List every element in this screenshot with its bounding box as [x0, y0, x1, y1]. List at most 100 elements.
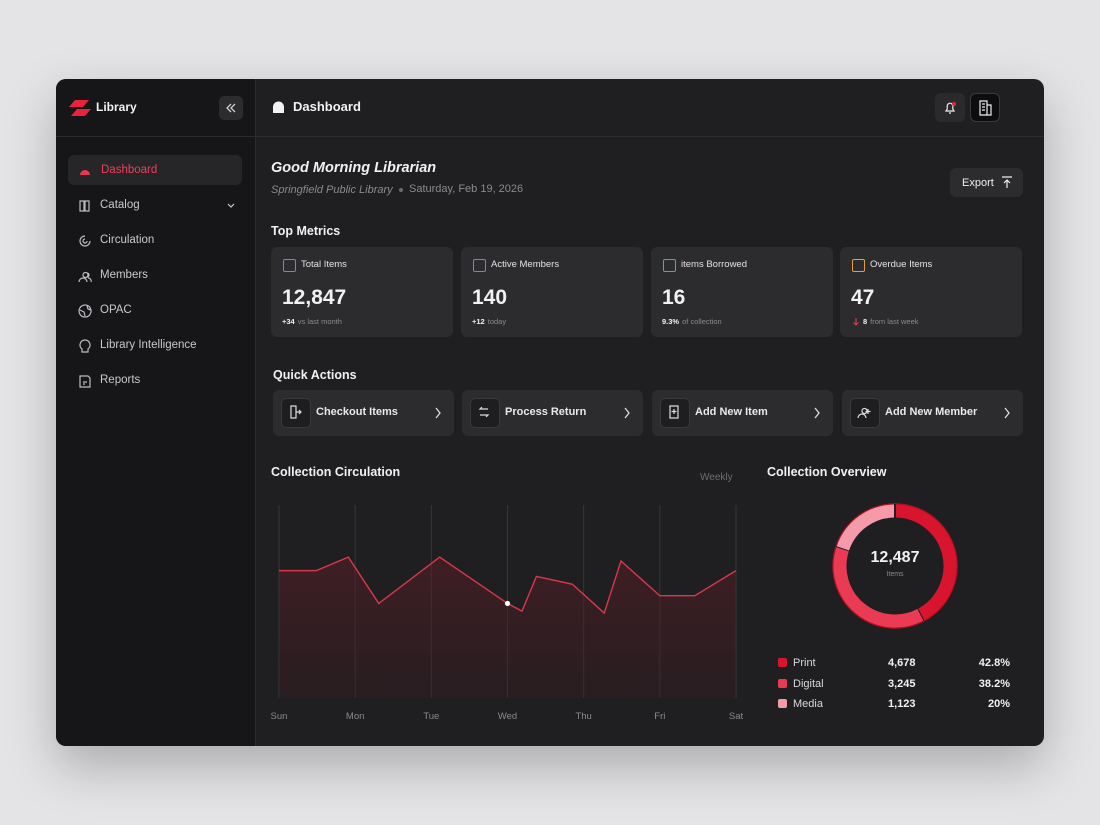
greeting: Good Morning Librarian	[271, 160, 437, 176]
sidebar	[56, 79, 256, 746]
nav-icon	[79, 235, 91, 247]
nav-icon	[80, 170, 90, 175]
metric-label: Total Items	[301, 259, 347, 270]
action-icon-shape	[478, 406, 490, 418]
action-label[interactable]: Add New Member	[885, 406, 978, 418]
x-tick-label: Tue	[423, 711, 439, 722]
legend-swatch	[778, 658, 787, 667]
export-button[interactable]	[950, 168, 1023, 197]
action-icon	[478, 406, 490, 418]
metric-label: Overdue Items	[870, 259, 933, 270]
action-icon-shape	[857, 407, 871, 419]
nav-icon-shape	[79, 375, 91, 388]
nav-icon-shape	[79, 200, 90, 212]
x-tick-label: Mon	[346, 711, 364, 722]
metric-delta: 8	[863, 317, 868, 326]
export-icon	[1002, 176, 1012, 188]
nav-icon-shape	[78, 271, 92, 283]
action-icon-shape	[669, 405, 679, 419]
nav-active[interactable]	[68, 155, 242, 185]
legend-percent: 20%	[987, 698, 1010, 710]
chart-title: Collection Overview	[767, 465, 887, 479]
x-tick-label: Fri	[654, 711, 665, 722]
export-label[interactable]: Export	[962, 177, 994, 189]
action-icon	[857, 407, 871, 419]
metric-icon	[283, 259, 296, 272]
chevron-shape	[1004, 407, 1010, 419]
metric-note: of collection	[682, 317, 722, 326]
nav-item[interactable]: Reports	[100, 374, 141, 386]
metric-delta: +34	[282, 317, 295, 326]
action-label[interactable]: Checkout Items	[316, 406, 398, 418]
x-tick-label: Thu	[575, 711, 591, 722]
nav-item[interactable]: Circulation	[100, 234, 155, 246]
collapse-icon	[226, 103, 236, 113]
action-label[interactable]: Process Return	[505, 406, 587, 418]
metric-value: 47	[851, 286, 875, 309]
action-label[interactable]: Add New Item	[695, 406, 768, 418]
action-icon-shape	[290, 405, 302, 419]
metric-icon	[473, 259, 486, 272]
nav-icon	[79, 339, 91, 353]
nav-item[interactable]: Catalog	[100, 199, 140, 211]
nav-icon	[78, 304, 92, 318]
metric-card	[461, 247, 643, 337]
date: Saturday, Feb 19, 2026	[409, 183, 524, 195]
legend-swatch	[778, 699, 787, 708]
brand: Library	[96, 100, 137, 114]
legend-count: 3,245	[888, 677, 916, 690]
x-tick-label: Sat	[729, 711, 744, 722]
metric-note: from last week	[870, 317, 919, 326]
donut-slice	[894, 504, 957, 621]
metric-icon	[852, 259, 865, 272]
action-chevron	[814, 407, 820, 419]
nav-item[interactable]: Library Intelligence	[100, 339, 197, 351]
nav-item[interactable]: Dashboard	[101, 164, 158, 176]
chevron	[227, 203, 235, 208]
metric-value: 140	[472, 286, 508, 309]
sidebar-header-divider	[56, 136, 255, 137]
chevron-shape	[435, 407, 441, 419]
metric-note: vs last month	[297, 317, 342, 326]
nav-icon	[78, 271, 92, 283]
building-icon	[979, 100, 992, 116]
notification-button[interactable]	[935, 93, 965, 122]
chevron-shape	[624, 407, 630, 419]
nav-icon	[79, 200, 90, 212]
metric-delta: +12	[472, 317, 485, 326]
nav-item[interactable]: OPAC	[100, 304, 132, 316]
nav-icon-shape	[79, 235, 91, 247]
legend-name: Media	[793, 698, 823, 710]
line	[279, 556, 737, 615]
library-button[interactable]	[970, 93, 1000, 122]
metric-label: Active Members	[491, 259, 560, 270]
metric-label: items Borrowed	[681, 259, 747, 270]
nav-icon	[79, 375, 91, 388]
chevron-shape	[227, 203, 235, 208]
metric-icon	[663, 259, 676, 272]
legend-count: 1,123	[888, 698, 916, 710]
metric-note: today	[487, 317, 507, 326]
action-icon-box	[660, 398, 690, 428]
donut-slice	[836, 504, 896, 551]
separator-dot	[399, 188, 403, 192]
action-icon	[290, 405, 302, 419]
collapse-button[interactable]	[219, 96, 243, 120]
area	[279, 557, 736, 698]
highlight-point	[504, 600, 511, 607]
donut-total-value: 12,487	[870, 549, 920, 566]
metric-value: 16	[662, 286, 686, 309]
metric-card	[271, 247, 453, 337]
metric-card	[840, 247, 1022, 337]
action-icon	[669, 405, 679, 419]
nav-icon-shape	[79, 339, 91, 353]
bell-icon	[944, 102, 956, 114]
action-chevron	[624, 407, 630, 419]
down-arrow-shape	[853, 318, 859, 326]
nav-icon-shape	[80, 170, 90, 175]
legend-name: Digital	[793, 677, 824, 690]
nav-item[interactable]: Members	[100, 269, 148, 281]
x-tick-label: Wed	[498, 711, 517, 722]
library-name: Springfield Public Library	[271, 184, 393, 196]
